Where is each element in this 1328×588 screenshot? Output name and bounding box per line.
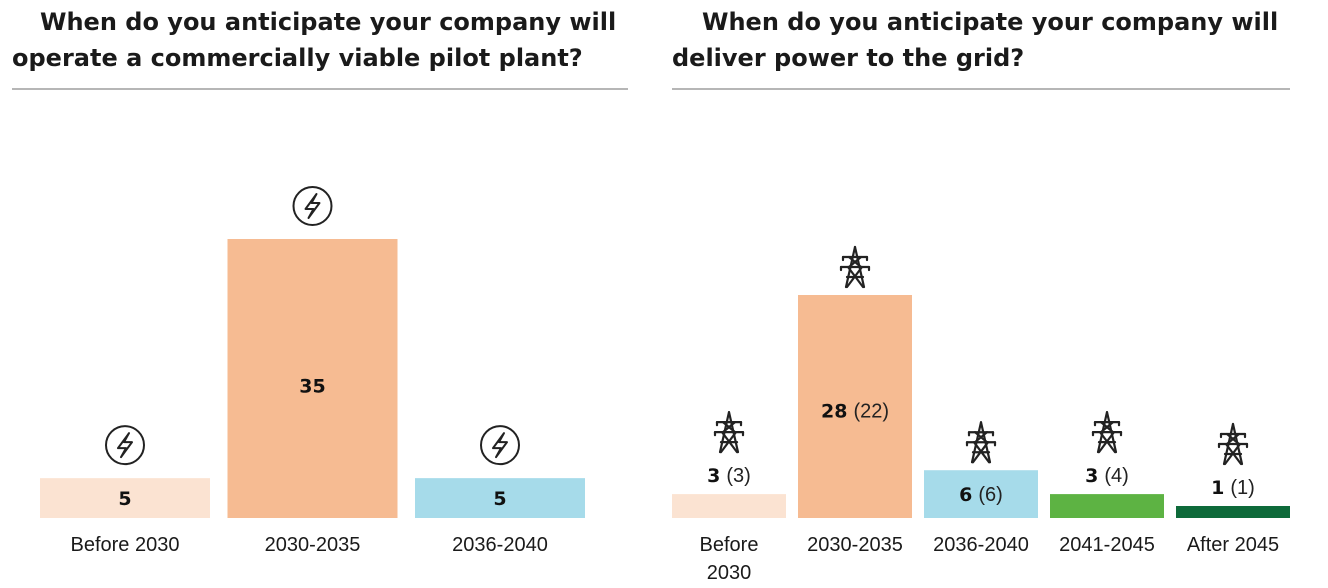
value-label: 3 (3) (707, 465, 751, 487)
left-chart-title-line-2: operate a commercially viable pilot plan… (12, 44, 583, 72)
value-label: 5 (118, 488, 131, 510)
value-label-current: 1 (1211, 477, 1224, 499)
bar-2030-2035 (227, 239, 398, 518)
right-chart-title-line-1: When do you anticipate your company will (702, 8, 1278, 36)
bar-2036-2040 (415, 478, 585, 518)
lightning-bolt-icon (105, 425, 145, 466)
bar-before-2030 (40, 478, 210, 518)
left-bar-chart: 5 Before 2030 35 2030-2035 5 2036-2040 (40, 186, 585, 556)
value-label: 3 (4) (1085, 465, 1129, 487)
category-label: 2030-2035 (807, 534, 903, 556)
value-label-previous: (3) (726, 465, 750, 487)
bar-2041-2045 (1050, 494, 1164, 518)
value-label-current: 35 (299, 375, 325, 397)
value-label-previous: (1) (1230, 477, 1254, 499)
value-label: 6 (6) (959, 484, 1003, 506)
category-label: After 2045 (1187, 534, 1279, 556)
transmission-tower-icon (1217, 422, 1249, 466)
value-label-previous: (22) (853, 401, 889, 423)
category-label: 2036-2040 (933, 534, 1029, 556)
value-label-current: 5 (118, 488, 131, 510)
value-label: 35 (299, 375, 325, 397)
value-label: 5 (493, 488, 506, 510)
category-label: Before 2030 (71, 534, 180, 556)
value-label-previous: (4) (1104, 465, 1128, 487)
bar-before-2030 (672, 494, 786, 518)
value-label: 28 (22) (821, 401, 889, 423)
transmission-tower-icon (839, 245, 871, 289)
left-chart-title-line-1: When do you anticipate your company will (40, 8, 616, 36)
category-label: 2030 (707, 562, 752, 584)
lightning-bolt-icon (292, 186, 333, 226)
right-chart-title-line-2: deliver power to the grid? (672, 44, 1024, 72)
category-label: 2030-2035 (265, 534, 361, 556)
bar-2036-2040 (924, 470, 1038, 518)
category-label: 2036-2040 (452, 534, 548, 556)
value-label-current: 3 (1085, 465, 1098, 487)
transmission-tower-icon (1091, 411, 1123, 454)
lightning-bolt-icon (480, 425, 520, 466)
bar-after-2045 (1176, 506, 1290, 518)
value-label-previous: (6) (978, 484, 1002, 506)
transmission-tower-icon (965, 421, 997, 464)
category-label: Before (700, 534, 759, 556)
bar-2030-2035 (798, 295, 912, 518)
transmission-tower-icon (713, 411, 745, 454)
value-label-current: 6 (959, 484, 972, 506)
right-bar-chart: 3 (3) Before 2030 28 (22) 2030-2035 6 (6) 2036-20… (672, 245, 1290, 584)
value-label: 1 (1) (1211, 477, 1255, 499)
value-label-current: 5 (493, 488, 506, 510)
value-label-current: 3 (707, 465, 720, 487)
category-label: 2041-2045 (1059, 534, 1155, 556)
value-label-current: 28 (821, 401, 847, 423)
